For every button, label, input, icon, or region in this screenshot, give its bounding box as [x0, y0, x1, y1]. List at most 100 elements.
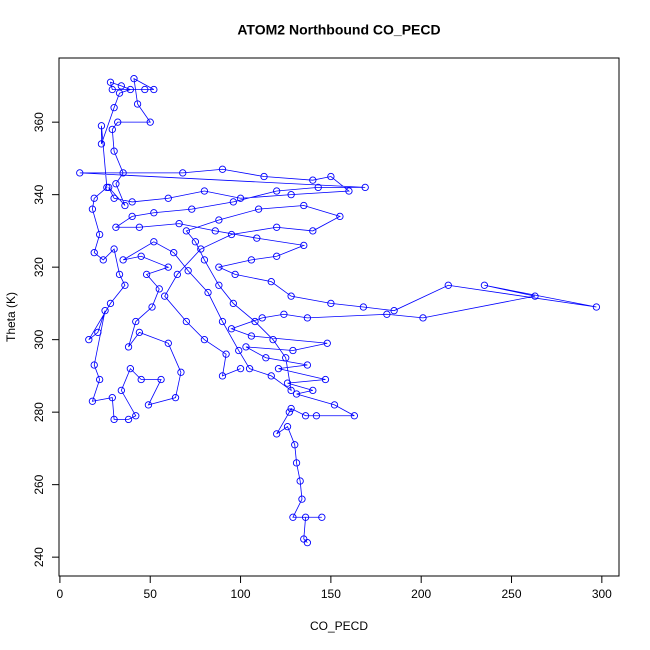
data-point — [117, 386, 125, 395]
data-point — [142, 270, 151, 279]
data-point — [175, 220, 183, 228]
data-point — [291, 441, 299, 449]
data-point — [126, 365, 135, 373]
data-point — [592, 303, 601, 311]
data-point — [258, 314, 266, 322]
data-point — [300, 201, 308, 210]
data-point — [106, 78, 115, 86]
data-point — [115, 89, 124, 97]
data-point — [179, 169, 187, 177]
data-point — [273, 223, 281, 231]
data-point — [130, 75, 138, 83]
data-point — [164, 339, 172, 347]
data-point — [318, 513, 326, 521]
data-point — [200, 187, 209, 195]
y-tick-label: 340 — [32, 184, 46, 204]
data-point — [103, 183, 111, 192]
data-point — [309, 227, 317, 235]
data-point — [105, 183, 113, 192]
data-point — [274, 365, 283, 373]
data-point — [251, 317, 259, 326]
data-point — [345, 187, 353, 195]
data-point — [94, 328, 102, 337]
data-point — [283, 379, 292, 387]
data-point — [298, 495, 306, 503]
data-point — [350, 412, 359, 420]
data-point — [229, 198, 237, 206]
data-point — [292, 390, 301, 398]
data-point — [144, 401, 153, 409]
data-point — [245, 365, 254, 373]
y-tick-label: 260 — [32, 474, 46, 494]
data-point — [155, 285, 163, 293]
data-point — [218, 317, 227, 326]
data-point — [90, 361, 98, 369]
data-point — [191, 238, 200, 246]
x-tick-label: 150 — [321, 587, 341, 601]
data-point — [188, 205, 196, 213]
data-point — [300, 535, 308, 543]
data-point — [150, 209, 158, 217]
data-point — [90, 249, 98, 257]
data-point — [204, 288, 212, 297]
data-point — [88, 397, 97, 405]
data-point — [292, 459, 301, 467]
data-point — [133, 100, 142, 108]
data-point — [215, 263, 223, 271]
x-axis-label: CO_PECD — [310, 619, 368, 633]
data-point — [327, 299, 335, 308]
y-tick-label: 360 — [32, 112, 46, 132]
data-point — [97, 122, 106, 130]
data-point — [287, 386, 295, 395]
data-point — [303, 361, 312, 369]
data-point — [531, 292, 539, 300]
data-point — [110, 245, 118, 253]
data-point — [137, 375, 145, 384]
data-point — [121, 201, 129, 210]
data-point — [273, 187, 281, 195]
data-point — [287, 292, 295, 300]
data-point — [282, 354, 290, 362]
data-point — [273, 430, 281, 438]
data-point — [128, 198, 136, 206]
y-axis-label: Theta (K) — [4, 292, 18, 342]
data-point — [108, 125, 116, 134]
data-point — [289, 513, 297, 521]
data-point — [253, 234, 261, 242]
data-point — [200, 336, 209, 344]
data-point — [197, 245, 205, 253]
data-point — [110, 104, 118, 112]
data-point — [285, 408, 293, 416]
data-point — [115, 270, 124, 279]
data-point — [119, 256, 127, 264]
y-tick-label: 300 — [32, 329, 46, 349]
data-point — [301, 412, 310, 420]
data-point — [262, 354, 270, 362]
data-point — [280, 310, 288, 318]
data-point — [215, 281, 223, 289]
data-point — [242, 343, 250, 351]
data-point — [119, 169, 127, 177]
data-point — [287, 404, 295, 413]
data-point — [126, 85, 135, 94]
data-point — [137, 252, 145, 260]
data-point — [267, 278, 275, 286]
data-point — [327, 172, 335, 181]
data-point — [88, 205, 97, 213]
data-point — [112, 223, 120, 231]
data-point — [200, 256, 209, 264]
data-point — [229, 299, 237, 308]
x-tick-label: 200 — [411, 587, 431, 601]
data-point — [273, 252, 281, 260]
data-point — [218, 372, 227, 380]
data-point — [236, 365, 245, 373]
data-point — [182, 227, 191, 235]
data-point — [419, 314, 427, 322]
data-point — [330, 401, 339, 409]
y-tick-label: 280 — [32, 402, 46, 422]
data-point — [267, 372, 275, 380]
data-point — [117, 82, 125, 90]
data-point — [260, 172, 268, 181]
data-point — [235, 346, 243, 355]
data-point — [359, 303, 368, 311]
